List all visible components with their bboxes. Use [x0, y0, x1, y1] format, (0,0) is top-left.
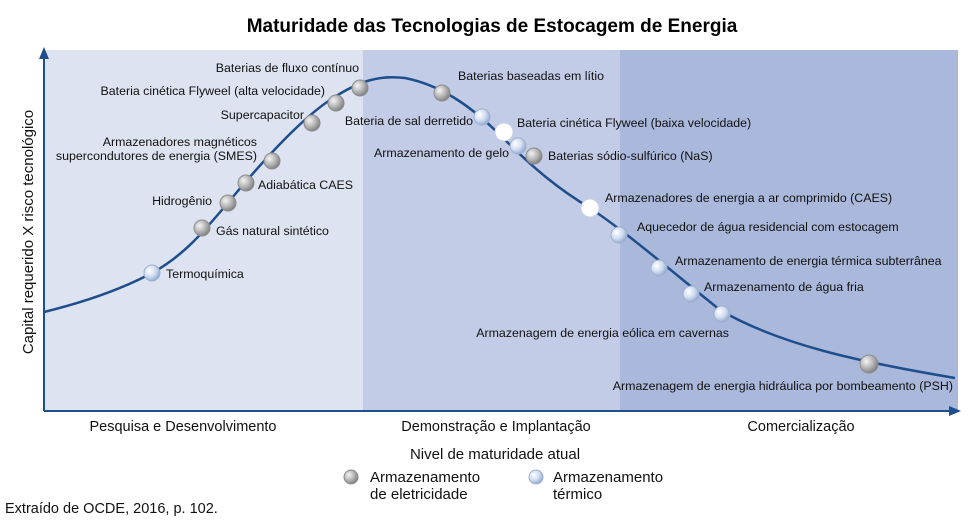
- tech-label: Armazenagem de energia hidráulica por bo…: [613, 379, 953, 393]
- tech-item: Armazenamento de água fria: [682, 280, 864, 303]
- tech-item: Baterias de fluxo contínuo: [216, 61, 369, 97]
- tech-item: Aquecedor de água residencial com estoca…: [610, 220, 899, 244]
- tech-label: Termoquímica: [166, 267, 244, 281]
- tech-label: Aquecedor de água residencial com estoca…: [637, 220, 899, 234]
- legend-electricity-label: de eletricidade: [370, 486, 468, 503]
- tech-marker: [327, 94, 345, 112]
- tech-marker: [610, 226, 628, 244]
- tech-item: Armazenadores magnéticos supercondutores…: [56, 135, 281, 170]
- tech-marker: [525, 147, 543, 165]
- legend-thermal-icon: [528, 469, 544, 485]
- tech-item: Supercapacitor: [221, 108, 321, 132]
- tech-marker: [580, 198, 600, 218]
- tech-marker: [682, 285, 700, 303]
- tech-item: Bateria de sal derretido: [345, 108, 491, 128]
- tech-item: Termoquímica: [143, 264, 244, 282]
- tech-marker: [303, 114, 321, 132]
- tech-item: Armazenagem de energia eólica em caverna…: [476, 305, 731, 340]
- phase-background-commercialization: [620, 50, 958, 411]
- tech-label: Gás natural sintético: [216, 224, 329, 238]
- source-note: Extraído de OCDE, 2016, p. 102.: [5, 501, 218, 517]
- tech-marker: [509, 137, 527, 155]
- tech-marker: [650, 259, 668, 277]
- tech-item: Armazenamento de gelo: [374, 137, 527, 160]
- tech-label: Armazenamento de água fria: [704, 280, 864, 294]
- diagram-title: Maturidade das Tecnologias de Estocagem …: [247, 16, 738, 37]
- tech-label: Bateria cinética Flyweel (baixa velocida…: [517, 116, 751, 130]
- tech-marker: [494, 122, 514, 142]
- tech-item: Baterias baseadas em lítio: [433, 69, 604, 102]
- tech-marker: [713, 305, 731, 323]
- tech-marker: [219, 194, 237, 212]
- tech-label: Armazenagem de energia eólica em caverna…: [476, 326, 729, 340]
- y-axis-arrow-icon: [39, 47, 49, 59]
- tech-item: Hidrogênio: [152, 194, 237, 212]
- tech-label: Armazenadores de energia a ar comprimido…: [605, 191, 892, 205]
- tech-item: Gás natural sintético: [193, 219, 329, 238]
- x-axis-label: Nivel de maturidade atual: [410, 446, 580, 463]
- tech-label: Baterias de fluxo contínuo: [216, 61, 359, 75]
- tech-label: Armazenadores magnéticos: [103, 135, 257, 149]
- tech-item: Armazenadores de energia a ar comprimido…: [580, 191, 892, 218]
- tech-marker: [263, 152, 281, 170]
- tech-label: supercondutores de energia (SMES): [56, 149, 257, 163]
- y-axis-label: Capital requerido X risco tecnológico: [20, 110, 37, 354]
- tech-marker: [351, 79, 369, 97]
- tech-item: Baterias sódio-sulfúrico (NaS): [525, 147, 713, 165]
- legend-electricity-label: Armazenamento: [370, 469, 480, 486]
- tech-marker: [237, 174, 255, 192]
- legend-electricity-icon: [343, 469, 359, 485]
- legend-thermal-label: térmico: [553, 486, 602, 503]
- tech-marker: [859, 354, 879, 374]
- tech-label: Baterias baseadas em lítio: [458, 69, 604, 83]
- tech-label: Baterias sódio-sulfúrico (NaS): [548, 149, 713, 163]
- tech-item: Armazenagem de energia hidráulica por bo…: [613, 354, 953, 393]
- tech-marker: [143, 264, 161, 282]
- tech-label: Armazenamento de gelo: [374, 146, 509, 160]
- phase-background-demonstration: [363, 50, 620, 411]
- tech-marker: [193, 219, 211, 237]
- axes: [39, 47, 961, 416]
- tech-item: Armazenamento de energia térmica subterr…: [650, 254, 942, 277]
- phase-label-demonstration: Demonstração e Implantação: [401, 419, 590, 435]
- legend-thermal-label: Armazenamento: [553, 469, 663, 486]
- tech-label: Supercapacitor: [221, 108, 304, 122]
- tech-label: Bateria de sal derretido: [345, 114, 473, 128]
- tech-label: Adiabática CAES: [258, 178, 353, 192]
- tech-marker: [473, 108, 491, 126]
- tech-marker: [433, 84, 451, 102]
- phase-label-research: Pesquisa e Desenvolvimento: [90, 419, 277, 435]
- tech-item: Adiabática CAES: [237, 174, 353, 192]
- tech-label: Armazenamento de energia térmica subterr…: [675, 254, 942, 268]
- tech-label: Bateria cinética Flyweel (alta velocidad…: [100, 84, 325, 98]
- phase-label-commercialization: Comercialização: [747, 419, 854, 435]
- tech-item: Bateria cinética Flyweel (baixa velocida…: [494, 116, 751, 142]
- x-axis-arrow-icon: [949, 406, 961, 416]
- tech-item: Bateria cinética Flyweel (alta velocidad…: [100, 84, 345, 112]
- legend: Armazenamento de eletricidade Armazename…: [343, 469, 663, 503]
- tech-label: Hidrogênio: [152, 194, 212, 208]
- technology-layer: Termoquímica Gás natural sintético Hidro…: [56, 61, 953, 393]
